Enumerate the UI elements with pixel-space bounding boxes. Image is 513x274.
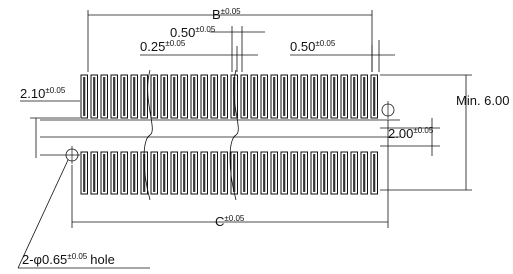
dim-pad-width: 0.50±0.05 [290,39,336,54]
drawing: B±0.05 0.50±0.05 0.25±0.05 0.50±0.05 2.1… [0,0,513,274]
dim-row-offset: 2.10±0.05 [20,86,66,101]
dim-row-gap: 2.00±0.05 [388,126,434,141]
dim-c: C±0.05 [215,214,245,229]
dim-slot: 0.25±0.05 [140,39,186,54]
dim-min-length: Min. 6.00 [456,93,509,108]
dim-b: B±0.05 [212,7,241,22]
pads [81,70,378,200]
dim-pitch: 0.50±0.05 [170,25,216,40]
